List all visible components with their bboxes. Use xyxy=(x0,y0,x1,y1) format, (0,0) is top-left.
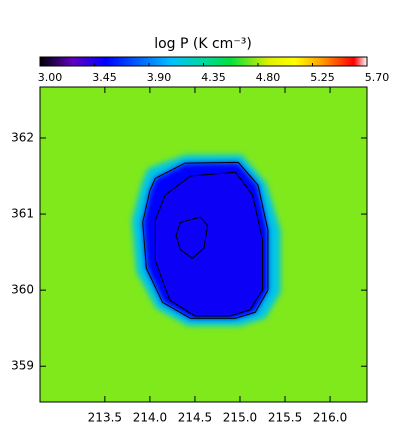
colorbar-tick-label: 4.35 xyxy=(201,71,226,84)
x-tick-label: 213.5 xyxy=(88,411,122,425)
y-tick-label: 361 xyxy=(11,207,34,221)
region xyxy=(155,172,263,317)
y-tick-label: 360 xyxy=(11,283,34,297)
x-tick-label: 216.0 xyxy=(313,411,347,425)
colorbar-tick-label: 5.70 xyxy=(365,71,390,84)
y-tick-label: 359 xyxy=(11,359,34,373)
contour xyxy=(175,216,209,259)
colorbar-tick-label: 3.00 xyxy=(38,71,63,84)
y-tick-label: 362 xyxy=(11,130,34,144)
plot-frame xyxy=(39,86,368,403)
colorbar-tick-label: 3.45 xyxy=(92,71,117,84)
contour xyxy=(154,171,264,317)
colorbar-tick-label: 4.80 xyxy=(256,71,281,84)
contour xyxy=(142,161,269,319)
colorbar-title: log P (K cm⁻³) xyxy=(154,36,252,52)
x-tick-label: 215.5 xyxy=(268,411,302,425)
x-tick-label: 214.5 xyxy=(178,411,212,425)
colorbar-tick-label: 3.90 xyxy=(147,71,172,84)
colorbar-tick-label: 5.25 xyxy=(310,71,335,84)
x-tick-label: 214.0 xyxy=(133,411,167,425)
x-tick-label: 215.0 xyxy=(223,411,257,425)
